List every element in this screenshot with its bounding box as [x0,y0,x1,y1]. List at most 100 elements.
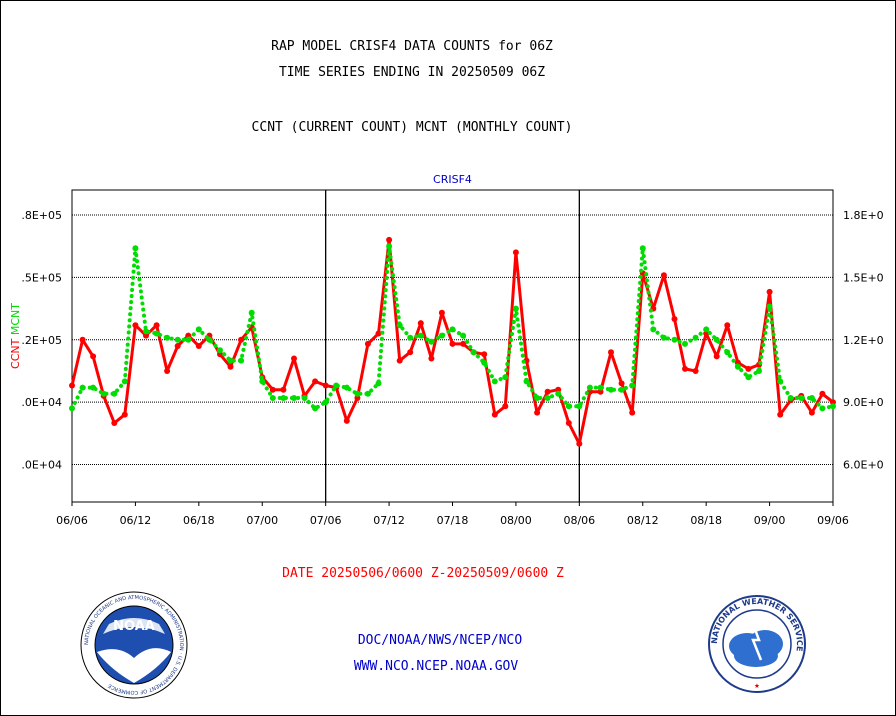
data-point-ccnt [671,316,678,322]
data-point-ccnt [512,249,519,256]
data-point-ccnt [386,236,393,243]
data-point-ccnt [618,380,625,387]
data-point-mcnt [428,338,435,345]
data-point-ccnt [544,388,551,395]
data-point-ccnt [153,322,160,329]
data-point-mcnt [660,334,667,341]
data-point-mcnt [185,336,192,343]
label-layer: .0E+04 6.0E+0 .0E+04 9.0E+0 .2E+05 1.2E+0 .5E+… [9,173,884,527]
y-left-tick-label: .0E+04 [21,396,62,409]
data-point-mcnt [650,326,657,333]
data-point-mcnt [449,326,456,333]
data-point-ccnt [766,288,773,295]
x-tick-label: 07/12 [373,514,405,527]
data-point-ccnt [491,411,498,418]
data-point-ccnt [576,440,583,447]
data-point-mcnt [280,395,287,401]
data-point-mcnt [576,403,583,410]
data-point-ccnt [830,399,836,406]
data-point-mcnt [153,330,160,337]
data-point-ccnt [195,343,202,349]
data-point-ccnt [79,336,86,343]
data-point-mcnt [248,309,255,316]
data-point-ccnt [608,349,614,356]
data-point-mcnt [301,395,308,401]
data-point-mcnt [481,359,488,366]
data-point-ccnt [396,357,403,364]
data-point-ccnt [375,330,382,337]
data-point-mcnt [671,336,678,343]
chart-title-line2: TIME SERIES ENDING IN 20250509 06Z [278,65,546,80]
data-point-ccnt [428,355,435,362]
data-point-mcnt [132,245,139,252]
data-point-mcnt [692,334,699,341]
data-point-ccnt [660,272,667,279]
data-point-ccnt [724,322,731,329]
data-point-ccnt [143,332,149,339]
data-point-mcnt [322,399,329,406]
data-point-ccnt [703,330,710,337]
data-point-ccnt [121,411,128,418]
data-point-mcnt [100,390,107,397]
y-right-tick-label: 1.5E+0 [843,271,884,284]
data-point-ccnt [343,417,350,424]
x-tick-label: 07/18 [437,514,469,527]
data-point-ccnt [534,409,541,416]
data-point-ccnt [174,343,181,349]
x-tick-label: 09/06 [817,514,849,527]
noaa-logo-text: NOAA [113,619,155,634]
data-point-ccnt [322,382,329,389]
data-point-ccnt [90,353,97,360]
data-point-mcnt [777,378,784,385]
data-point-ccnt [819,390,826,397]
data-point-ccnt [745,365,752,372]
footer-url[interactable]: WWW.NCO.NCEP.NOAA.GOV [353,659,519,674]
data-point-ccnt [69,382,75,389]
date-range-label: DATE 20250506/0600 Z-20250509/0600 Z [282,566,564,581]
y-left-tick-label: .8E+05 [21,209,62,222]
data-point-mcnt [79,384,86,391]
y-axis-label-mcnt: MCNT [9,303,22,335]
data-point-ccnt [438,309,445,316]
x-tick-label: 06/06 [56,514,88,527]
y-left-tick-label: .5E+05 [21,271,62,284]
data-point-mcnt [195,326,202,333]
data-point-mcnt [354,390,361,397]
data-point-ccnt [407,349,414,356]
data-point-ccnt [449,340,456,347]
footer-org: DOC/NOAA/NWS/NCEP/NCO [357,633,523,648]
data-point-ccnt [238,336,245,343]
data-point-ccnt [629,409,636,416]
data-point-mcnt [269,395,276,401]
data-point-ccnt [481,351,488,358]
y-right-tick-label: 1.2E+0 [843,334,884,347]
data-point-mcnt [745,374,752,381]
data-point-mcnt [682,340,688,347]
series-layer [69,236,836,447]
data-point-mcnt [734,363,741,370]
data-point-mcnt [618,386,625,393]
data-point-mcnt [407,334,414,341]
data-point-mcnt [639,245,646,252]
data-point-mcnt [396,322,403,329]
x-tick-label: 08/06 [563,514,595,527]
data-point-ccnt [692,368,699,374]
data-point-ccnt [417,320,424,327]
data-point-ccnt [111,420,118,426]
data-point-mcnt [386,243,393,250]
data-point-ccnt [777,411,784,418]
x-tick-label: 06/18 [183,514,215,527]
data-point-mcnt [808,395,815,401]
data-point-mcnt [766,303,773,310]
data-point-mcnt [534,395,541,401]
y-axis-label: CCNT MCNT [9,303,22,369]
data-point-ccnt [364,340,371,347]
data-point-mcnt [460,332,467,339]
nws-logo: ★ NATIONAL WEATHER SERVICE [708,595,806,693]
data-point-ccnt [164,368,171,374]
data-point-mcnt [259,378,266,385]
x-tick-label: 07/06 [310,514,342,527]
y-left-tick-label: .2E+05 [21,334,62,347]
data-point-mcnt [217,347,223,354]
